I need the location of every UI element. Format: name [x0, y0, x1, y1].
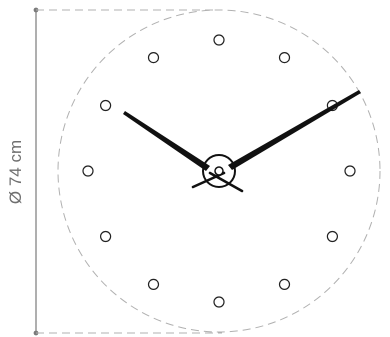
- hour-marker-6: [213, 296, 225, 308]
- hour-marker-11: [147, 51, 160, 64]
- hour-marker-7: [147, 278, 160, 290]
- center-hub-cap: [214, 166, 224, 176]
- hour-hand-tail: [208, 171, 244, 193]
- hour-marker-3: [344, 165, 356, 177]
- dimension-indicator: Ø 74 cm: [6, 7, 222, 336]
- hour-marker-10: [99, 99, 112, 112]
- dimension-label: Ø 74 cm: [6, 140, 25, 204]
- hour-marker-5: [278, 278, 291, 290]
- hour-marker-1: [278, 51, 291, 64]
- hour-marker-12: [213, 34, 225, 46]
- clock-hands: [123, 90, 361, 193]
- minute-hand: [228, 90, 361, 170]
- hour-marker-4: [326, 230, 338, 243]
- hour-marker-8: [99, 230, 112, 243]
- hour-hand: [123, 111, 210, 171]
- center-hub-ring: [202, 154, 236, 188]
- hour-marker-9: [82, 165, 94, 177]
- clock-outline-dashed: [57, 9, 381, 333]
